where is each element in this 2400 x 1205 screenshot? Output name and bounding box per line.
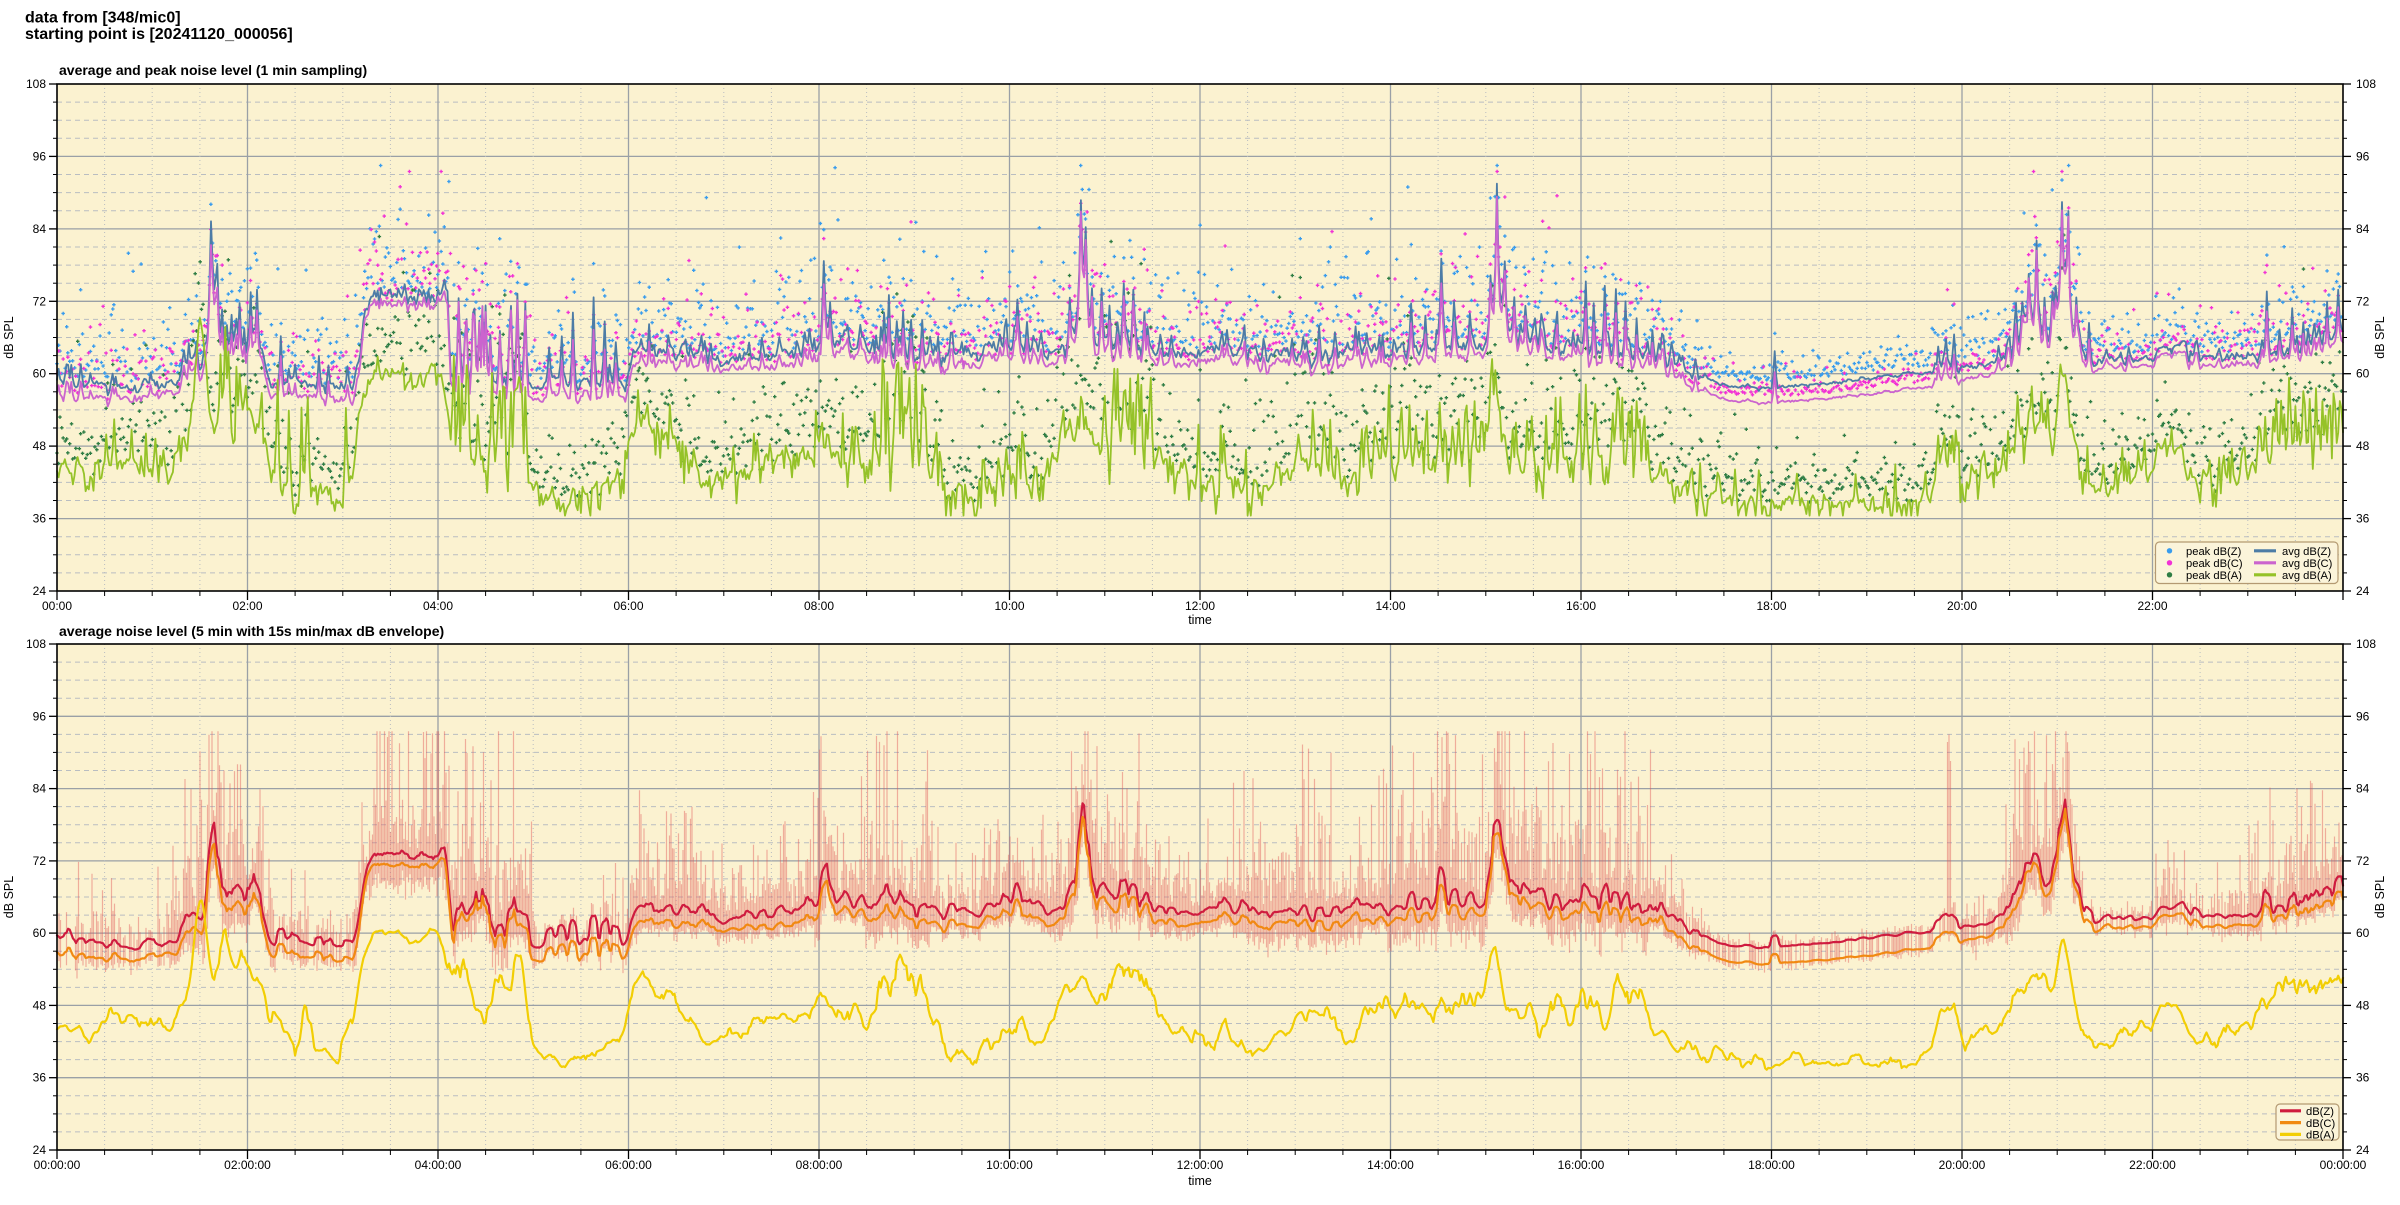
svg-text:20:00: 20:00 [1947,599,1977,613]
svg-text:60: 60 [2356,367,2370,381]
svg-text:60: 60 [2356,926,2370,940]
svg-text:84: 84 [33,782,47,796]
svg-text:14:00: 14:00 [1375,599,1405,613]
svg-text:72: 72 [33,854,47,868]
svg-text:108: 108 [2356,77,2376,91]
svg-text:02:00:00: 02:00:00 [224,1158,271,1172]
svg-text:avg dB(A): avg dB(A) [2282,570,2332,582]
svg-text:dB SPL: dB SPL [2,316,16,358]
svg-text:avg dB(Z): avg dB(Z) [2282,546,2331,558]
svg-text:36: 36 [33,512,47,526]
svg-text:00:00:00: 00:00:00 [2320,1158,2367,1172]
svg-text:48: 48 [33,998,47,1012]
svg-text:10:00: 10:00 [994,599,1024,613]
svg-text:48: 48 [2356,998,2370,1012]
svg-text:84: 84 [33,222,47,236]
svg-text:84: 84 [2356,222,2370,236]
svg-text:04:00:00: 04:00:00 [415,1158,462,1172]
svg-text:dB(Z): dB(Z) [2306,1106,2334,1118]
svg-text:dB SPL: dB SPL [2,876,16,918]
svg-text:22:00: 22:00 [2137,599,2167,613]
svg-text:12:00:00: 12:00:00 [1177,1158,1224,1172]
svg-text:24: 24 [2356,1143,2370,1157]
svg-text:average and peak noise level (: average and peak noise level (1 min samp… [59,62,367,78]
svg-text:dB(A): dB(A) [2306,1130,2335,1142]
svg-text:72: 72 [33,294,47,308]
svg-text:108: 108 [2356,637,2376,651]
svg-text:96: 96 [33,709,47,723]
svg-text:peak dB(C): peak dB(C) [2186,558,2243,570]
svg-text:20:00:00: 20:00:00 [1939,1158,1986,1172]
svg-text:average noise level (5 min wit: average noise level (5 min with 15s min/… [59,623,444,639]
svg-text:84: 84 [2356,782,2370,796]
svg-text:avg dB(C): avg dB(C) [2282,558,2333,570]
svg-text:60: 60 [33,926,47,940]
svg-text:dB SPL: dB SPL [2373,316,2387,358]
svg-text:14:00:00: 14:00:00 [1367,1158,1414,1172]
svg-text:dB(C): dB(C) [2306,1118,2335,1130]
svg-text:48: 48 [2356,439,2370,453]
svg-text:18:00: 18:00 [1756,599,1786,613]
svg-text:08:00: 08:00 [804,599,834,613]
svg-text:04:00: 04:00 [423,599,453,613]
svg-text:time: time [1188,1174,1212,1188]
svg-text:00:00:00: 00:00:00 [34,1158,81,1172]
svg-text:time: time [1188,613,1212,627]
svg-text:12:00: 12:00 [1185,599,1215,613]
svg-text:18:00:00: 18:00:00 [1748,1158,1795,1172]
svg-text:22:00:00: 22:00:00 [2129,1158,2176,1172]
svg-text:108: 108 [26,77,46,91]
svg-text:16:00: 16:00 [1566,599,1596,613]
svg-text:96: 96 [2356,709,2370,723]
svg-text:16:00:00: 16:00:00 [1558,1158,1605,1172]
svg-text:24: 24 [33,584,47,598]
svg-text:36: 36 [33,1071,47,1085]
svg-text:108: 108 [26,637,46,651]
svg-text:36: 36 [2356,1071,2370,1085]
svg-text:24: 24 [33,1143,47,1157]
svg-text:60: 60 [33,367,47,381]
svg-text:36: 36 [2356,512,2370,526]
svg-text:data from [348/mic0]: data from [348/mic0] [25,10,181,27]
svg-text:08:00:00: 08:00:00 [796,1158,843,1172]
svg-text:48: 48 [33,439,47,453]
svg-text:10:00:00: 10:00:00 [986,1158,1033,1172]
svg-text:dB SPL: dB SPL [2373,876,2387,918]
svg-text:72: 72 [2356,294,2370,308]
svg-text:06:00:00: 06:00:00 [605,1158,652,1172]
svg-text:peak dB(Z): peak dB(Z) [2186,546,2242,558]
svg-text:starting point is [20241120_00: starting point is [20241120_000056] [25,26,293,43]
svg-text:00:00: 00:00 [42,599,72,613]
svg-text:96: 96 [33,149,47,163]
svg-text:02:00: 02:00 [232,599,262,613]
svg-text:72: 72 [2356,854,2370,868]
svg-text:06:00: 06:00 [613,599,643,613]
svg-text:96: 96 [2356,149,2370,163]
svg-text:peak dB(A): peak dB(A) [2186,570,2242,582]
svg-text:24: 24 [2356,584,2370,598]
